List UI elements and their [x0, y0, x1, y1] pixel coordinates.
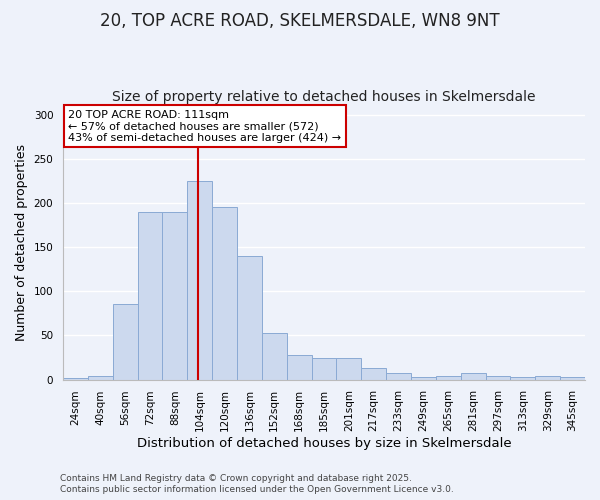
- Bar: [311, 358, 337, 380]
- Bar: [461, 374, 485, 380]
- Bar: [262, 333, 287, 380]
- Bar: [163, 212, 187, 380]
- Bar: [560, 377, 585, 380]
- Title: Size of property relative to detached houses in Skelmersdale: Size of property relative to detached ho…: [112, 90, 536, 104]
- Y-axis label: Number of detached properties: Number of detached properties: [15, 144, 28, 341]
- Text: Contains HM Land Registry data © Crown copyright and database right 2025.
Contai: Contains HM Land Registry data © Crown c…: [60, 474, 454, 494]
- Bar: [88, 376, 113, 380]
- Bar: [137, 212, 163, 380]
- X-axis label: Distribution of detached houses by size in Skelmersdale: Distribution of detached houses by size …: [137, 437, 511, 450]
- Bar: [411, 377, 436, 380]
- Bar: [63, 378, 88, 380]
- Bar: [386, 372, 411, 380]
- Bar: [237, 256, 262, 380]
- Text: 20, TOP ACRE ROAD, SKELMERSDALE, WN8 9NT: 20, TOP ACRE ROAD, SKELMERSDALE, WN8 9NT: [100, 12, 500, 30]
- Bar: [337, 358, 361, 380]
- Bar: [535, 376, 560, 380]
- Bar: [361, 368, 386, 380]
- Bar: [436, 376, 461, 380]
- Bar: [287, 355, 311, 380]
- Bar: [511, 377, 535, 380]
- Bar: [113, 304, 137, 380]
- Text: 20 TOP ACRE ROAD: 111sqm
← 57% of detached houses are smaller (572)
43% of semi-: 20 TOP ACRE ROAD: 111sqm ← 57% of detach…: [68, 110, 341, 143]
- Bar: [187, 181, 212, 380]
- Bar: [485, 376, 511, 380]
- Bar: [212, 208, 237, 380]
